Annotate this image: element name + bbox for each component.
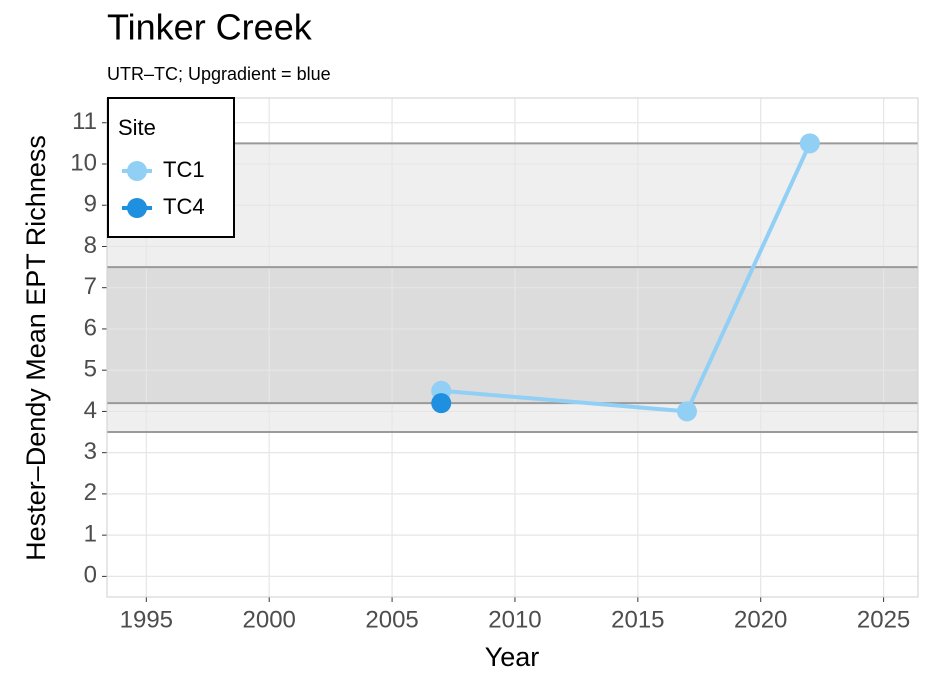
data-point	[431, 393, 451, 413]
y-tick-label: 0	[84, 562, 97, 589]
x-tick-label: 2020	[734, 606, 787, 633]
y-tick-label: 7	[84, 273, 97, 300]
y-tick-label: 11	[72, 108, 97, 135]
legend-title: Site	[118, 115, 156, 140]
chart-title: Tinker Creek	[107, 7, 313, 48]
x-tick-label: 2025	[857, 606, 910, 633]
legend-label: TC1	[163, 157, 205, 182]
x-tick-label: 2015	[611, 606, 664, 633]
y-tick-label: 2	[84, 479, 97, 506]
legend-key-dot	[127, 198, 147, 218]
chart-subtitle: UTR–TC; Upgradient = blue	[107, 64, 331, 84]
x-tick-label: 1995	[120, 606, 173, 633]
y-tick-label: 5	[84, 356, 97, 383]
y-axis-label: Hester–Dendy Mean EPT Richness	[21, 135, 51, 561]
legend-label: TC4	[163, 194, 205, 219]
y-tick-label: 6	[84, 314, 97, 341]
data-point	[800, 133, 820, 153]
x-tick-label: 2010	[488, 606, 541, 633]
x-tick-label: 2000	[243, 606, 296, 633]
x-axis-label: Year	[485, 642, 540, 672]
y-tick-label: 8	[84, 232, 97, 259]
y-tick-label: 10	[70, 149, 97, 176]
y-tick-label: 4	[84, 397, 97, 424]
x-tick-label: 2005	[365, 606, 418, 633]
data-point	[677, 401, 697, 421]
legend-key-dot	[127, 161, 147, 181]
chart: Tinker Creek UTR–TC; Upgradient = blue Y…	[0, 0, 936, 686]
y-tick-label: 1	[84, 520, 97, 547]
y-tick-label: 3	[84, 438, 97, 465]
y-tick-label: 9	[84, 191, 97, 218]
